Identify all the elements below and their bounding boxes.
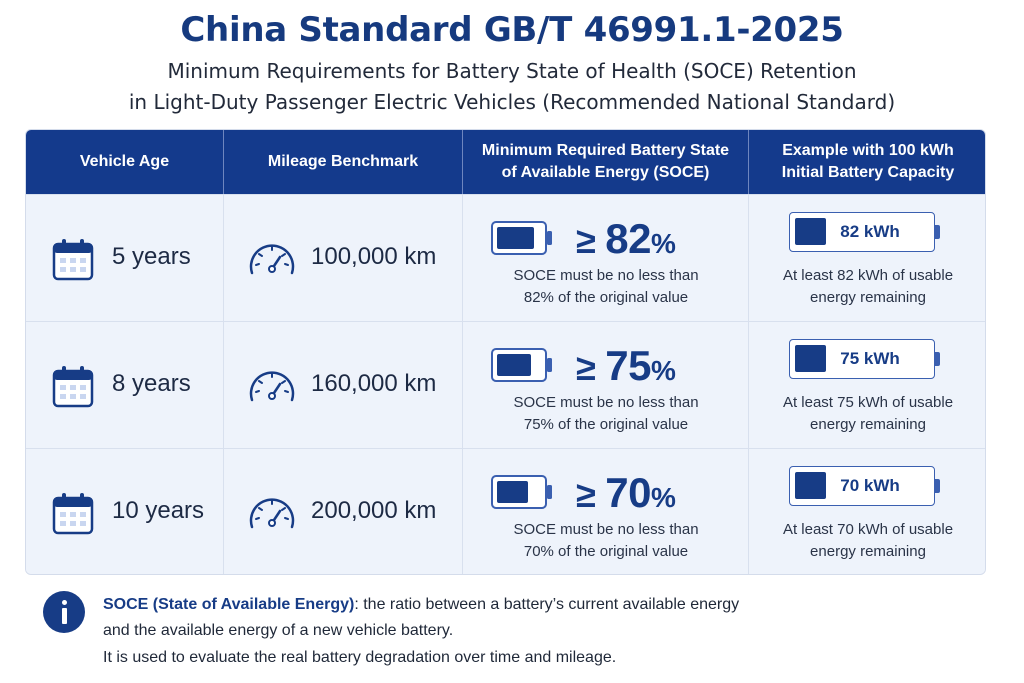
battery-icon bbox=[491, 348, 552, 382]
battery-terminal bbox=[935, 225, 940, 239]
table-row: 5 years 100,000 km ≥82% SOCE bbox=[26, 194, 985, 322]
example-cell: 75 kWh At least 75 kWh of usable energy … bbox=[749, 322, 985, 449]
example-note-line2: energy remaining bbox=[810, 289, 926, 306]
soce-cell: ≥75% SOCE must be no less than 75% of th… bbox=[463, 322, 749, 449]
mileage-value: 160,000 km bbox=[311, 370, 437, 397]
mileage-value: 100,000 km bbox=[311, 243, 437, 270]
kwh-value: 75 kWh bbox=[840, 349, 900, 368]
percent-unit: % bbox=[650, 228, 676, 259]
header-soce: Minimum Required Battery State of Availa… bbox=[463, 130, 749, 194]
header-example-line1: Example with 100 kWh bbox=[782, 142, 954, 159]
header-soce-line2: of Available Energy (SOCE) bbox=[501, 164, 710, 181]
battery-fill bbox=[795, 472, 826, 499]
soce-note-line2: 75% of the original value bbox=[523, 416, 689, 433]
vehicle-age-value: 10 years bbox=[112, 497, 205, 524]
header-vehicle-age-label: Vehicle Age bbox=[79, 153, 170, 170]
soce-note-line1: SOCE must be no less than bbox=[513, 521, 699, 538]
example-note-line1: At least 75 kWh of usable bbox=[782, 394, 954, 411]
table-row: 10 years 200,000 km ≥70% SOCE bbox=[26, 448, 985, 574]
percent-value: 75 bbox=[605, 342, 651, 389]
requirements-table: Vehicle Age Mileage Benchmark Minimum Re… bbox=[25, 129, 986, 575]
battery-terminal bbox=[935, 479, 940, 493]
speedometer-icon bbox=[249, 498, 295, 529]
header-vehicle-age: Vehicle Age bbox=[26, 130, 224, 194]
percent-value: 82 bbox=[605, 215, 651, 262]
calendar-icon bbox=[52, 239, 94, 281]
table-header: Vehicle Age Mileage Benchmark Minimum Re… bbox=[26, 130, 985, 194]
kwh-battery-badge: 82 kWh bbox=[789, 212, 940, 252]
soce-percent: ≥75% bbox=[576, 342, 676, 390]
example-note-line2: energy remaining bbox=[810, 416, 926, 433]
speedometer-icon bbox=[249, 244, 295, 275]
calendar-icon bbox=[52, 366, 94, 408]
gte-sign: ≥ bbox=[576, 347, 596, 388]
kwh-battery-badge: 75 kWh bbox=[789, 339, 940, 379]
example-note-line2: energy remaining bbox=[810, 543, 926, 560]
info-term: SOCE (State of Available Energy) bbox=[103, 596, 355, 613]
page-title: China Standard GB/T 46991.1-2025 bbox=[180, 10, 844, 50]
info-definition-line1: SOCE (State of Available Energy): the ra… bbox=[103, 596, 739, 614]
header-soce-line1: Minimum Required Battery State bbox=[481, 142, 730, 159]
example-cell: 70 kWh At least 70 kWh of usable energy … bbox=[749, 449, 985, 574]
soce-note-line2: 70% of the original value bbox=[523, 543, 689, 560]
age-cell: 8 years bbox=[26, 322, 224, 449]
header-mileage-label: Mileage Benchmark bbox=[267, 153, 419, 170]
info-definition-rest: : the ratio between a battery’s current … bbox=[354, 596, 740, 613]
header-example-line2: Initial Battery Capacity bbox=[781, 164, 955, 181]
mileage-cell: 200,000 km bbox=[224, 449, 463, 574]
mileage-value: 200,000 km bbox=[311, 497, 437, 524]
header-example: Example with 100 kWh Initial Battery Cap… bbox=[749, 130, 985, 194]
vehicle-age-value: 8 years bbox=[112, 370, 191, 397]
info-icon bbox=[43, 591, 85, 633]
vehicle-age-value: 5 years bbox=[112, 243, 191, 270]
age-cell: 5 years bbox=[26, 195, 224, 322]
age-cell: 10 years bbox=[26, 449, 224, 574]
info-definition-line3: It is used to evaluate the real battery … bbox=[103, 649, 617, 666]
soce-note-line1: SOCE must be no less than bbox=[513, 394, 699, 411]
battery-fill bbox=[795, 345, 826, 372]
gte-sign: ≥ bbox=[576, 220, 596, 261]
mileage-cell: 160,000 km bbox=[224, 322, 463, 449]
example-note-line1: At least 70 kWh of usable bbox=[782, 521, 954, 538]
page-subtitle-line2: in Light-Duty Passenger Electric Vehicle… bbox=[128, 90, 896, 114]
soce-cell: ≥82% SOCE must be no less than 82% of th… bbox=[463, 195, 749, 322]
percent-unit: % bbox=[650, 355, 676, 386]
percent-unit: % bbox=[650, 482, 676, 513]
battery-terminal bbox=[935, 352, 940, 366]
battery-icon bbox=[491, 475, 552, 509]
battery-fill bbox=[795, 218, 826, 245]
kwh-battery-badge: 70 kWh bbox=[789, 466, 940, 506]
kwh-value: 82 kWh bbox=[840, 222, 900, 241]
speedometer-icon bbox=[249, 371, 295, 402]
example-note-line1: At least 82 kWh of usable bbox=[782, 267, 954, 284]
page-subtitle-line1: Minimum Requirements for Battery State o… bbox=[167, 59, 857, 83]
info-definition-line2: and the available energy of a new vehicl… bbox=[103, 622, 454, 639]
example-cell: 82 kWh At least 82 kWh of usable energy … bbox=[749, 195, 985, 322]
soce-note-line1: SOCE must be no less than bbox=[513, 267, 699, 284]
info-icon-dot bbox=[62, 600, 67, 605]
header-mileage: Mileage Benchmark bbox=[224, 130, 463, 194]
soce-percent: ≥70% bbox=[576, 469, 676, 517]
battery-icon bbox=[491, 221, 552, 255]
table-row: 8 years 160,000 km ≥75% SOCE bbox=[26, 321, 985, 449]
soce-cell: ≥70% SOCE must be no less than 70% of th… bbox=[463, 449, 749, 574]
kwh-value: 70 kWh bbox=[840, 476, 900, 495]
info-icon-bar bbox=[62, 608, 67, 624]
soce-note-line2: 82% of the original value bbox=[523, 289, 689, 306]
mileage-cell: 100,000 km bbox=[224, 195, 463, 322]
calendar-icon bbox=[52, 493, 94, 535]
percent-value: 70 bbox=[605, 469, 651, 516]
soce-percent: ≥82% bbox=[576, 215, 676, 263]
gte-sign: ≥ bbox=[576, 474, 596, 515]
